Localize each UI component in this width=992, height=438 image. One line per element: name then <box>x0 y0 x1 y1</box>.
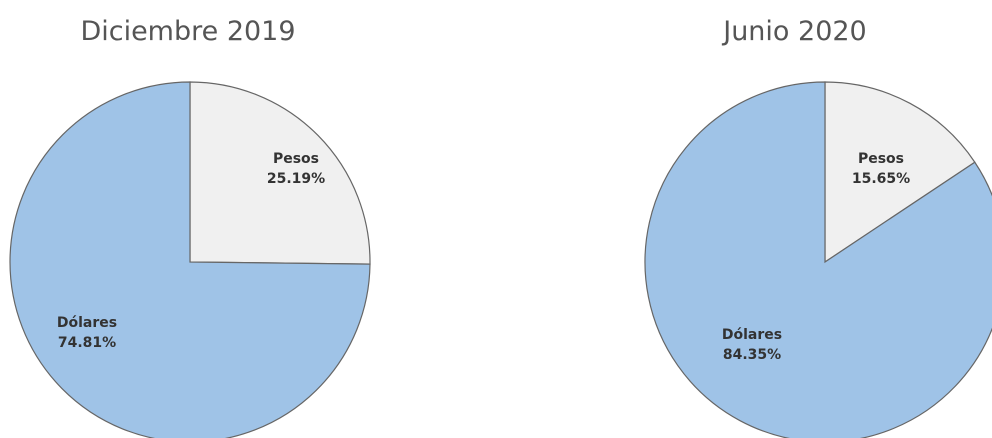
chart-title: Junio 2020 <box>721 16 867 47</box>
pie-slice-dolares <box>9 81 371 438</box>
slice-label-dolares-value: 74.81% <box>58 335 116 351</box>
pie-chart-junio-2020: Junio 2020 Pesos 15.65% Dólares 84.35% <box>644 16 992 438</box>
slice-label-dolares-name: Dólares <box>57 315 117 331</box>
slice-label-dolares-name: Dólares <box>722 327 782 343</box>
slice-label-pesos-value: 15.65% <box>852 171 910 187</box>
pie-slice-dolares <box>644 81 992 438</box>
chart-title: Diciembre 2019 <box>80 16 295 47</box>
slice-label-pesos-name: Pesos <box>273 151 319 167</box>
pie-slice-pesos <box>189 81 371 265</box>
pie-slice-pesos <box>824 81 976 264</box>
slice-label-pesos-name: Pesos <box>858 151 904 167</box>
slice-label-dolares-value: 84.35% <box>723 347 781 363</box>
slice-label-pesos-value: 25.19% <box>267 171 325 187</box>
pie-chart-diciembre-2019: Diciembre 2019 Pesos 25.19% Dólares 74.8… <box>9 16 371 438</box>
